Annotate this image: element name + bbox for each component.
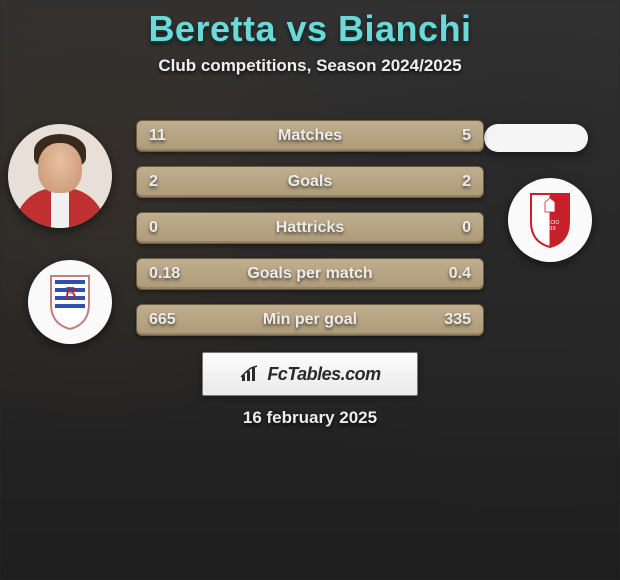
content: Beretta vs Bianchi Club competitions, Se… — [0, 0, 620, 580]
date-text: 16 february 2025 — [0, 408, 620, 428]
page-title: Beretta vs Bianchi — [0, 8, 620, 50]
stat-label: Min per goal — [137, 305, 483, 335]
club-right-shield-icon: CALCIO 1910 — [527, 192, 573, 248]
stat-label: Hattricks — [137, 213, 483, 243]
stat-label: Goals — [137, 167, 483, 197]
stat-right-value: 5 — [462, 121, 471, 151]
stat-left-value: 2 — [149, 167, 158, 197]
stat-row: 11 5Matches — [136, 120, 484, 152]
club-left-letter: B — [64, 283, 76, 305]
stat-right-value: 0 — [462, 213, 471, 243]
stat-left-value: 665 — [149, 305, 176, 335]
stat-right-value: 335 — [444, 305, 471, 335]
stat-row: 665 335Min per goal — [136, 304, 484, 336]
watermark-text: FcTables.com — [267, 364, 380, 385]
stat-right-value: 2 — [462, 167, 471, 197]
watermark-badge: FcTables.com — [202, 352, 418, 396]
stat-label: Matches — [137, 121, 483, 151]
club-left-shield-icon: B — [47, 274, 93, 330]
player-left-face — [38, 143, 82, 193]
stat-label: Goals per match — [137, 259, 483, 289]
page-subtitle: Club competitions, Season 2024/2025 — [0, 56, 620, 76]
club-left-logo: B — [28, 260, 112, 344]
stat-row: 0 0Hattricks — [136, 212, 484, 244]
stat-right-value: 0.4 — [449, 259, 471, 289]
club-right-logo: CALCIO 1910 — [508, 178, 592, 262]
svg-text:1910: 1910 — [544, 226, 555, 232]
stat-row: 0.18 0.4Goals per match — [136, 258, 484, 290]
stats-table: 11 5Matches 2 2Goals 0 0Hattricks 0.18 0.4Goals… — [136, 120, 484, 350]
player-right-photo — [484, 124, 588, 152]
stat-left-value: 0 — [149, 213, 158, 243]
stat-left-value: 11 — [149, 121, 166, 151]
chart-icon — [239, 365, 261, 383]
player-left-jersey — [15, 188, 105, 228]
stat-row: 2 2Goals — [136, 166, 484, 198]
player-left-photo — [8, 124, 112, 228]
stat-left-value: 0.18 — [149, 259, 180, 289]
